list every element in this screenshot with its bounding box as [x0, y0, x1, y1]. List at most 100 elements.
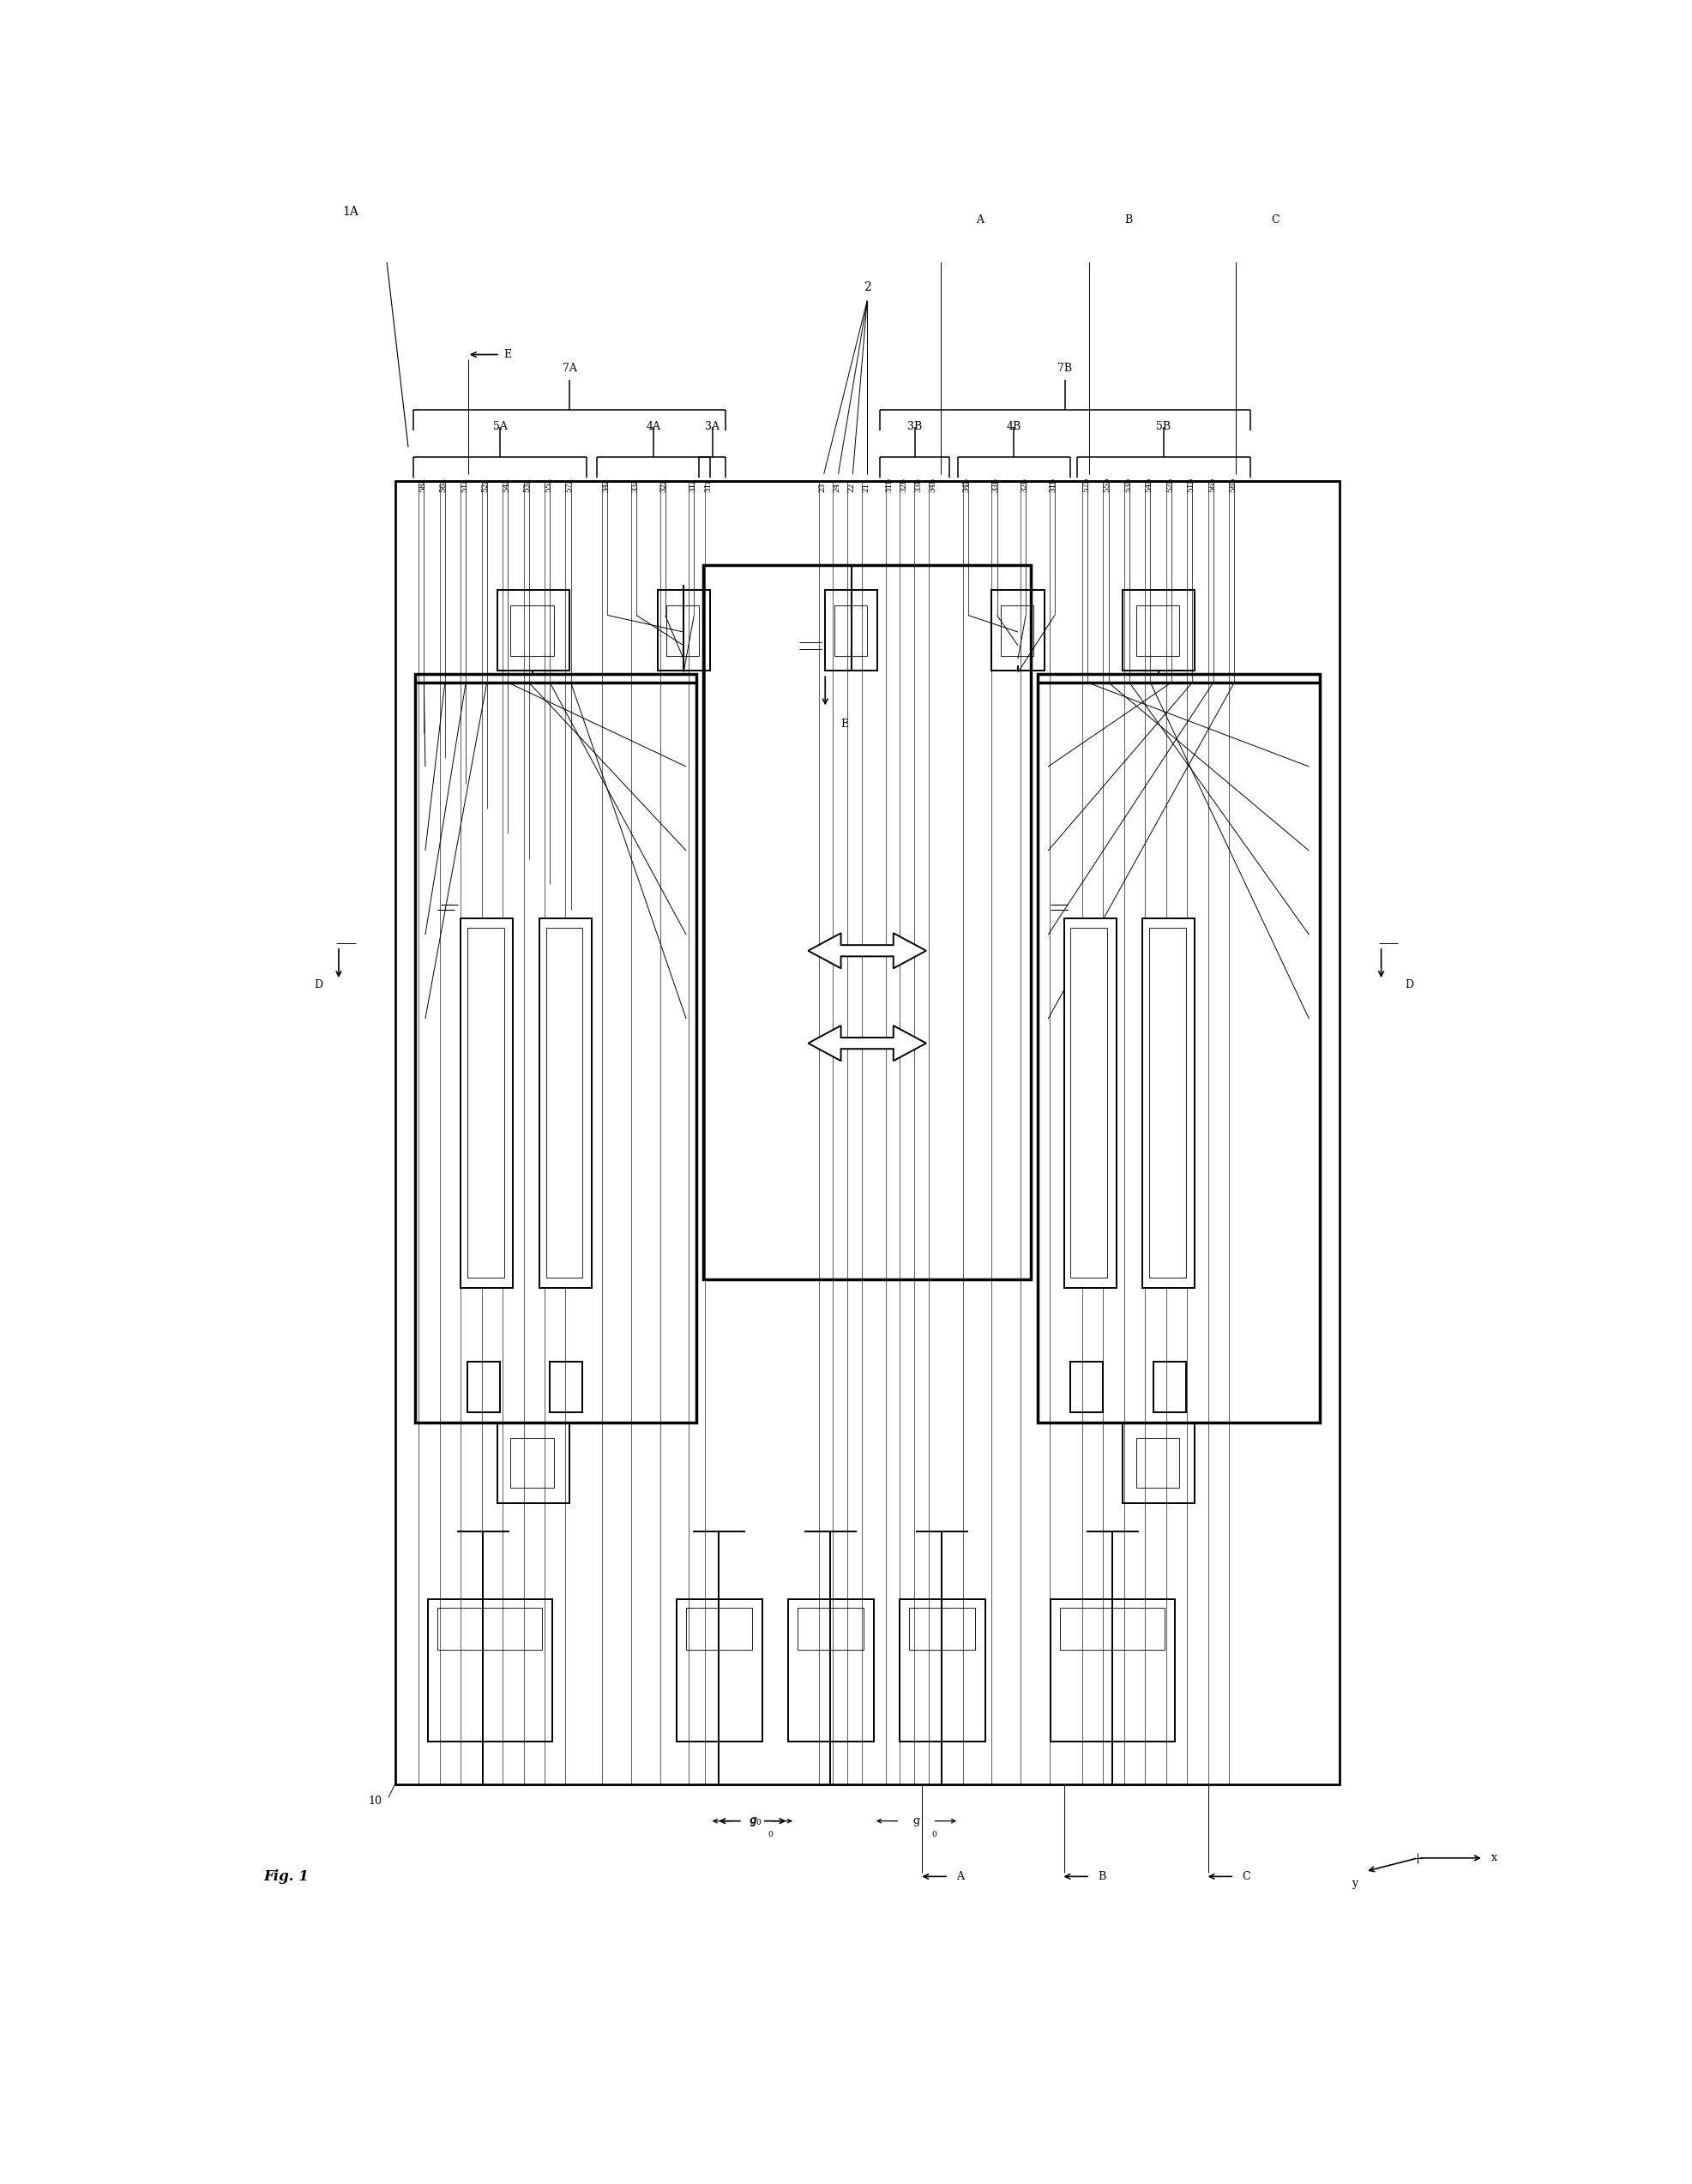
Text: Fig. 1: Fig. 1	[264, 1870, 310, 1885]
Bar	[826, 590, 878, 670]
Bar	[467, 928, 504, 1278]
Text: 52b: 52b	[1166, 478, 1174, 491]
Bar	[1051, 1599, 1176, 1743]
Text: y: y	[1352, 1878, 1359, 1889]
Text: 54a: 54a	[503, 478, 511, 491]
Text: A: A	[956, 1872, 964, 1883]
Bar	[460, 917, 513, 1289]
Text: 51a: 51a	[460, 478, 469, 491]
Bar	[909, 1607, 975, 1649]
Text: g: g	[750, 1815, 756, 1826]
Text: 33a: 33a	[631, 478, 640, 491]
Bar	[1149, 928, 1186, 1278]
Bar	[540, 917, 592, 1289]
Bar	[1123, 590, 1195, 670]
Text: 57a: 57a	[565, 478, 574, 491]
Text: 53b: 53b	[1123, 478, 1132, 491]
Bar	[900, 1599, 985, 1743]
Text: 0: 0	[768, 1830, 773, 1839]
Text: 34b: 34b	[929, 478, 936, 491]
Text: 4A: 4A	[646, 422, 660, 432]
Bar	[497, 1422, 570, 1503]
Text: x: x	[1491, 1852, 1497, 1863]
Text: 55a: 55a	[545, 478, 552, 491]
Text: E: E	[504, 349, 511, 360]
Text: 33b: 33b	[992, 478, 1000, 491]
Bar	[687, 1607, 751, 1649]
Bar	[437, 1607, 541, 1649]
Text: 7A: 7A	[562, 363, 577, 373]
Text: 34b: 34b	[963, 478, 971, 491]
Text: D: D	[1404, 981, 1413, 992]
Bar	[467, 1363, 501, 1413]
Bar	[1135, 605, 1179, 655]
Text: $g_0$: $g_0$	[750, 1815, 761, 1828]
Bar	[1002, 605, 1034, 655]
Text: 31b: 31b	[885, 478, 893, 491]
Bar	[511, 1437, 553, 1487]
Text: 31a: 31a	[689, 478, 697, 491]
Text: C: C	[1271, 214, 1279, 225]
Text: 21: 21	[861, 483, 870, 491]
Bar	[547, 928, 582, 1278]
Bar	[992, 590, 1044, 670]
Text: 1A: 1A	[342, 205, 359, 218]
Bar	[1071, 1363, 1103, 1413]
Bar	[797, 1607, 863, 1649]
Text: 3B: 3B	[907, 422, 922, 432]
Text: 3A: 3A	[706, 422, 719, 432]
Text: 55b: 55b	[1103, 478, 1112, 491]
Bar	[1152, 1363, 1186, 1413]
Bar	[1071, 928, 1107, 1278]
Text: 7B: 7B	[1058, 363, 1073, 373]
Bar	[396, 480, 1340, 1784]
Bar	[497, 590, 570, 670]
Text: B: B	[1123, 214, 1132, 225]
Text: 31a: 31a	[704, 478, 712, 491]
Text: 34a: 34a	[602, 478, 611, 491]
Text: 58b: 58b	[1228, 478, 1237, 491]
Text: 32b: 32b	[1020, 478, 1029, 491]
Text: B: B	[1098, 1872, 1107, 1883]
Text: g: g	[912, 1815, 920, 1826]
Text: 57b: 57b	[1083, 478, 1090, 491]
Bar	[1135, 1437, 1179, 1487]
Text: 52a: 52a	[482, 478, 489, 491]
Text: 24: 24	[832, 483, 841, 491]
Text: 0: 0	[931, 1830, 936, 1839]
Text: 31b: 31b	[1049, 478, 1058, 491]
Text: 23: 23	[819, 483, 826, 491]
Bar	[667, 605, 699, 655]
Text: 4B: 4B	[1007, 422, 1022, 432]
Bar	[1142, 917, 1195, 1289]
Text: C: C	[1242, 1872, 1250, 1883]
Bar	[1037, 675, 1320, 1422]
Text: 53a: 53a	[523, 478, 531, 491]
Text: 32a: 32a	[660, 478, 668, 491]
Text: 5A: 5A	[492, 422, 508, 432]
Bar	[658, 590, 711, 670]
Bar	[677, 1599, 761, 1743]
Bar	[550, 1363, 582, 1413]
Text: 10: 10	[369, 1795, 382, 1806]
Bar	[788, 1599, 873, 1743]
Polygon shape	[809, 933, 926, 968]
Text: 58a: 58a	[418, 478, 426, 491]
Bar	[704, 566, 1030, 1280]
Text: A: A	[976, 214, 983, 225]
Text: 5B: 5B	[1156, 422, 1171, 432]
Bar	[834, 605, 868, 655]
Text: 22: 22	[848, 483, 854, 491]
Bar	[428, 1599, 552, 1743]
Text: 56b: 56b	[1208, 478, 1217, 491]
Text: 56a: 56a	[440, 478, 447, 491]
Text: 32b: 32b	[900, 478, 907, 491]
Bar	[415, 675, 697, 1422]
Text: 51b: 51b	[1188, 478, 1195, 491]
Bar	[1059, 1607, 1164, 1649]
Bar	[1064, 917, 1117, 1289]
Bar	[1123, 1422, 1195, 1503]
Text: E: E	[841, 719, 849, 729]
Polygon shape	[809, 1026, 926, 1061]
Text: 33b: 33b	[914, 478, 922, 491]
